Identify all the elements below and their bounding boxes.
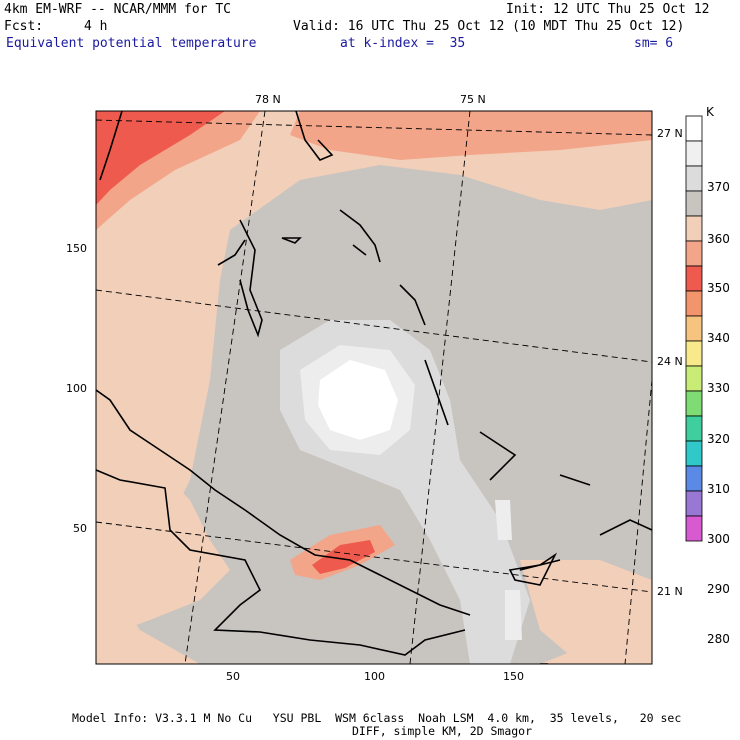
theta-e-field [96, 111, 652, 664]
x-tick-150: 150 [503, 670, 524, 683]
se-peach [520, 560, 652, 664]
colorbar-swatch [685, 315, 703, 342]
colorbar-swatch [685, 490, 703, 517]
lat-label-21: 21 N [657, 585, 683, 598]
colorbar-swatch [685, 215, 703, 242]
model-title: 4km EM-WRF -- NCAR/MMM for TC [4, 2, 231, 17]
colorbar-unit: K [706, 105, 715, 119]
y-tick-50: 50 [73, 522, 87, 535]
colorbar-swatch [685, 165, 703, 192]
k-index: at k-index = 35 [340, 36, 466, 51]
init-time: Init: 12 UTC Thu 25 Oct 12 [506, 2, 710, 17]
cb-label-300: 300 [707, 532, 730, 546]
y-tick-100: 100 [66, 382, 87, 395]
cb-label-340: 340 [707, 331, 730, 345]
eye-white [318, 360, 398, 440]
cb-label-310: 310 [707, 482, 730, 496]
colorbar-swatch [685, 465, 703, 492]
forecast-label: Fcst: [4, 19, 44, 34]
x-tick-50: 50 [226, 670, 240, 683]
colorbar-swatch [685, 440, 703, 467]
colorbar-swatch [685, 240, 703, 267]
cb-label-370: 370 [707, 180, 730, 194]
colorbar-swatch [685, 515, 703, 542]
plot-frame [95, 110, 653, 665]
colorbar-swatch [685, 115, 703, 142]
band-white-2 [505, 590, 522, 640]
field-name: Equivalent potential temperature [6, 36, 257, 51]
sw-peach [96, 440, 230, 640]
colorbar-swatch [685, 415, 703, 442]
smoothing: sm= 6 [634, 36, 674, 51]
colorbar-swatch [685, 390, 703, 417]
lat-label-24: 24 N [657, 355, 683, 368]
lon-label-78: 78 N [255, 93, 281, 106]
model-info: Model Info: V3.3.1 M No Cu YSU PBL WSM 6… [72, 711, 682, 725]
colorbar [685, 115, 703, 542]
lon-label-75: 75 N [460, 93, 486, 106]
colorbar-swatch [685, 365, 703, 392]
cb-label-280: 280 [707, 632, 730, 646]
graticule [96, 111, 652, 664]
coastlines [96, 111, 652, 664]
colorbar-swatch [685, 340, 703, 367]
cb-label-330: 330 [707, 381, 730, 395]
band-white [495, 500, 512, 540]
y-tick-150: 150 [66, 242, 87, 255]
cb-label-290: 290 [707, 582, 730, 596]
x-tick-100: 100 [364, 670, 385, 683]
colorbar-swatch [685, 265, 703, 292]
colorbar-swatch [685, 290, 703, 317]
forecast-hours: 4 h [84, 19, 108, 34]
model-info-2: DIFF, simple KM, 2D Smagor [352, 724, 533, 738]
colorbar-swatch [685, 140, 703, 167]
cb-label-350: 350 [707, 281, 730, 295]
colorbar-swatch [685, 190, 703, 217]
nw-red [96, 111, 225, 205]
cb-label-320: 320 [707, 432, 730, 446]
cb-label-360: 360 [707, 232, 730, 246]
south-red [312, 540, 375, 574]
north-salmon [290, 111, 652, 160]
valid-time: Valid: 16 UTC Thu 25 Oct 12 (10 MDT Thu … [293, 19, 685, 34]
lat-label-27: 27 N [657, 127, 683, 140]
